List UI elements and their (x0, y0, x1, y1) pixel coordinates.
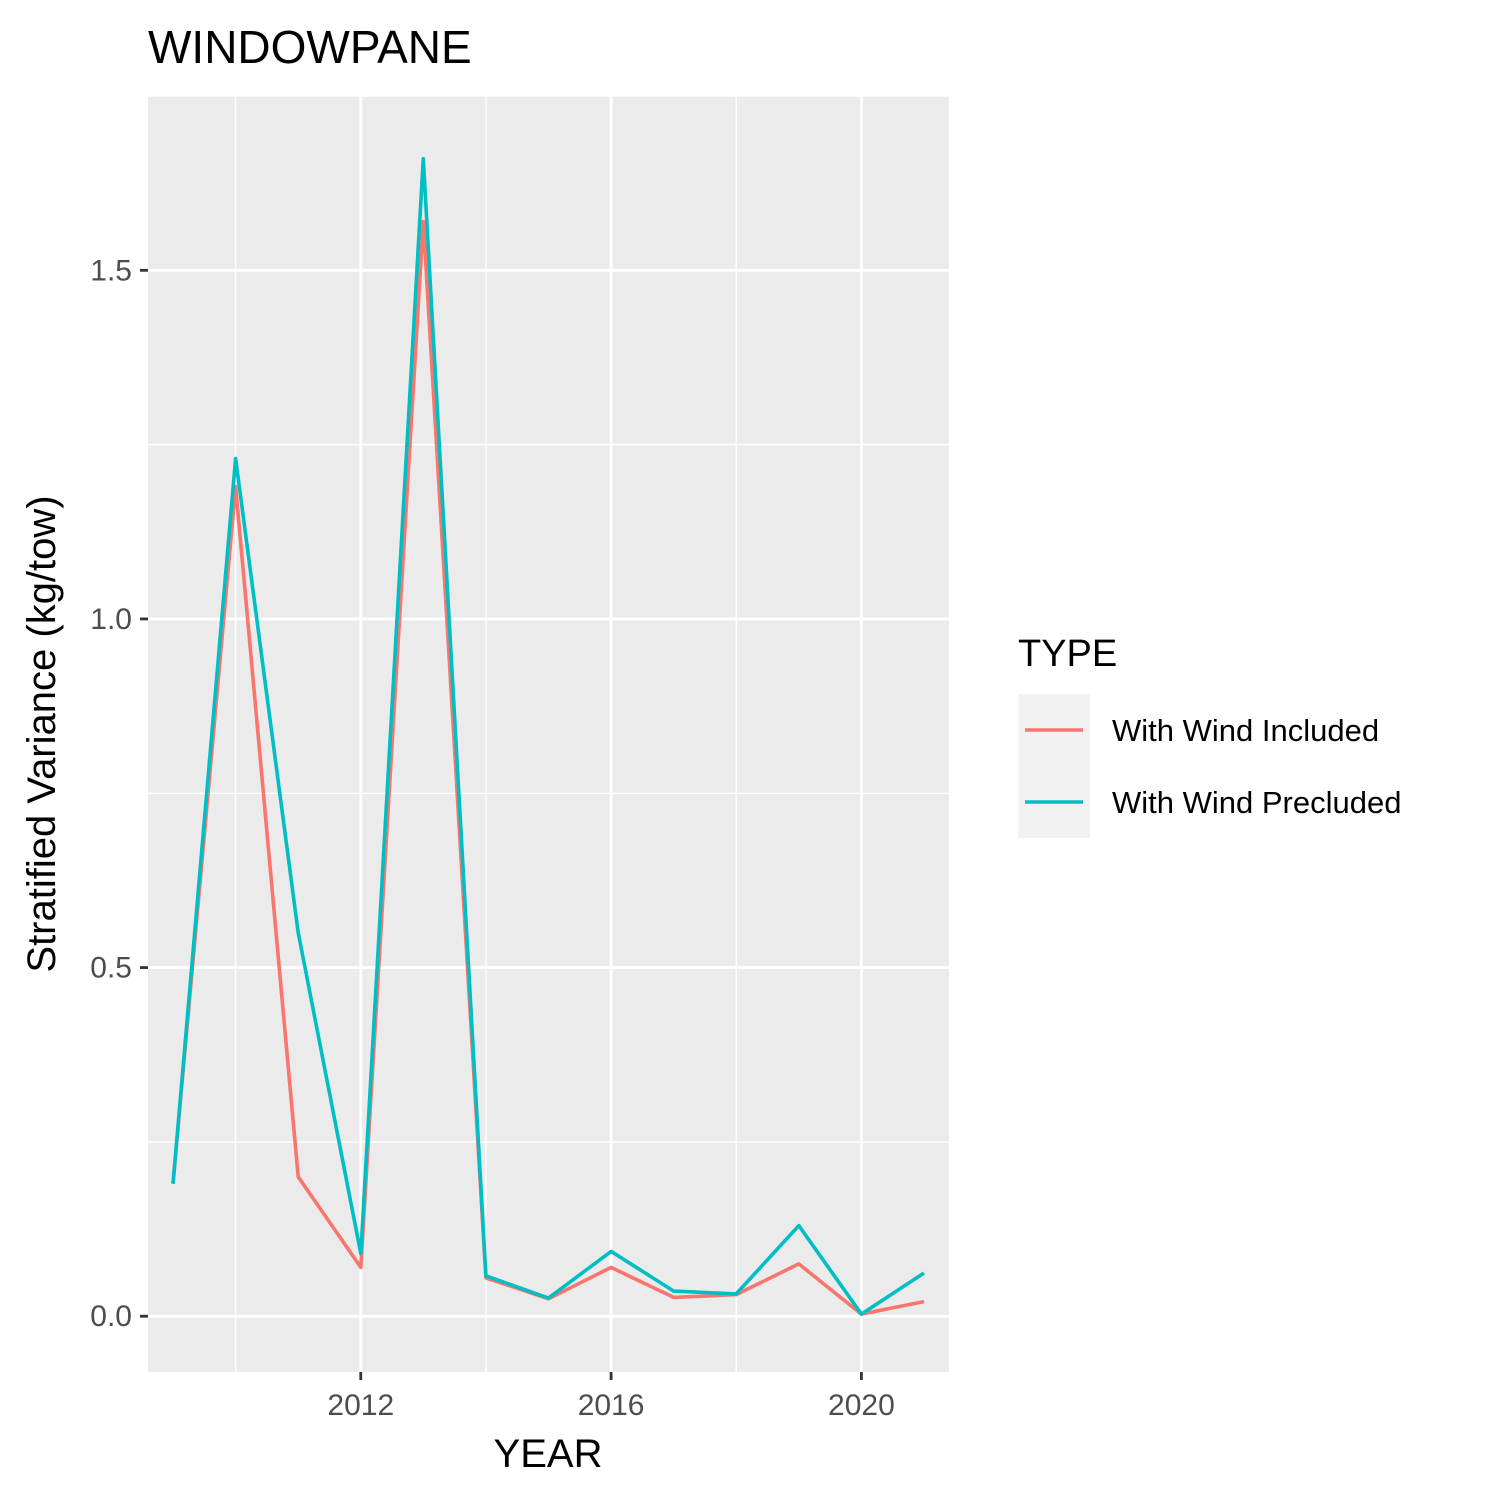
plot-panel (148, 96, 949, 1372)
legend: TYPE With Wind Included With Wind Preclud… (1018, 633, 1401, 838)
y-axis: 0.0 0.5 1.0 1.5 (90, 254, 148, 1333)
x-tick-label: 2020 (828, 1389, 895, 1422)
major-gridlines (148, 96, 949, 1372)
x-tick-label: 2012 (327, 1389, 394, 1422)
y-tick-label: 0.5 (90, 952, 132, 985)
y-tick-label: 1.0 (90, 603, 132, 636)
series-lines (171, 157, 925, 1316)
x-axis-title: YEAR (494, 1432, 603, 1476)
y-tick-label: 0.0 (90, 1300, 132, 1333)
legend-title: TYPE (1018, 633, 1117, 675)
x-tick-label: 2016 (578, 1389, 645, 1422)
legend-label-2: With Wind Precluded (1112, 785, 1401, 820)
x-axis: 2012 2016 2020 (327, 1372, 895, 1422)
y-axis-title: Stratified Variance (kg/tow) (20, 495, 64, 972)
chart-title: WINDOWPANE (148, 21, 472, 73)
series-line-2 (171, 157, 925, 1316)
y-tick-label: 1.5 (90, 254, 132, 287)
legend-label-1: With Wind Included (1112, 713, 1379, 748)
legend-key-background (1018, 694, 1090, 838)
